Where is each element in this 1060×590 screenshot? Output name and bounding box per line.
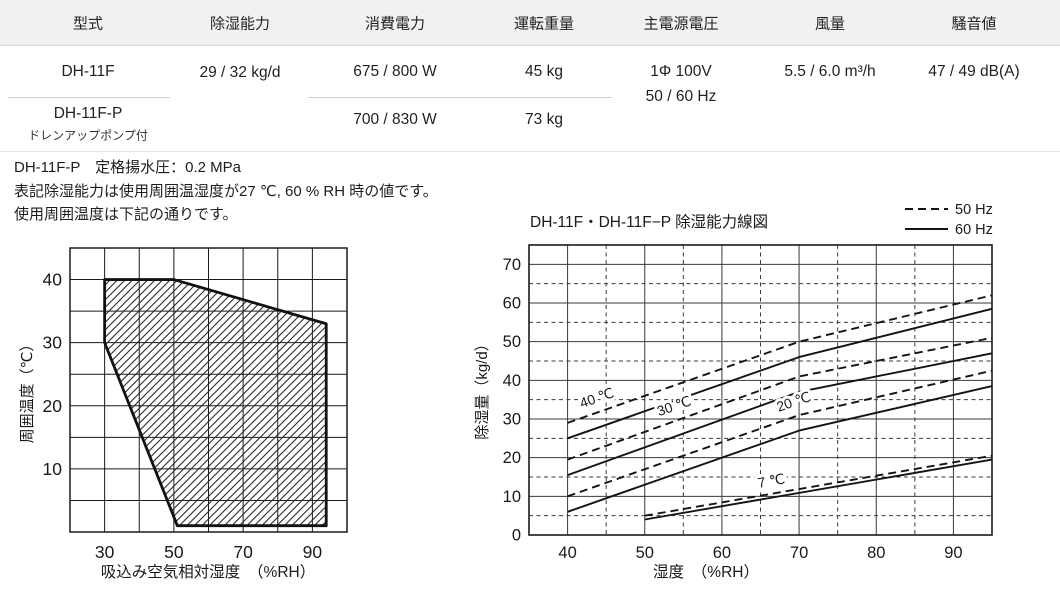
note-operating-range: 使用周囲温度は下記の通りです。: [14, 206, 238, 223]
header-voltage: 主電源電圧: [643, 15, 719, 33]
operating-range-polygon: [103, 278, 328, 528]
x-axis-label: 吸込み空気相対湿度 （%RH）: [101, 563, 315, 581]
y-tick: 10: [503, 488, 521, 506]
row-divider-values: [308, 97, 612, 98]
header-noise: 騒音値: [951, 15, 997, 33]
legend-label-50hz: 50 Hz: [955, 202, 993, 218]
cell-weight-1: 45 kg: [525, 63, 563, 80]
y-axis-label: 除湿量（kg/d）: [474, 336, 491, 439]
y-tick: 0: [512, 527, 521, 545]
capacity-line-chart: 40 ℃ 30 ℃ 20 ℃7 ℃40 50 60 70 80 900102030405060…: [474, 202, 993, 581]
note-pump-pressure: DH-11F-P 定格揚水圧：0.2 MPa: [14, 159, 241, 176]
series-20℃ 60Hz: [567, 385, 993, 513]
table-bottom-divider: [0, 151, 1060, 152]
y-tick: 20: [503, 449, 521, 467]
cell-voltage-l2: 50 / 60 Hz: [645, 88, 717, 105]
cell-model-1: DH-11F: [61, 63, 115, 80]
curve-label: 30 ℃: [655, 392, 693, 419]
x-tick: 50: [164, 542, 184, 562]
x-tick: 50: [636, 544, 654, 562]
y-tick: 30: [43, 333, 63, 353]
y-tick: 50: [503, 333, 521, 351]
table-header-row: [0, 0, 1060, 45]
x-tick: 40: [558, 544, 576, 562]
x-axis-label: 湿度 （%RH）: [653, 563, 759, 581]
header-capacity: 除湿能力: [209, 15, 271, 33]
y-tick: 20: [43, 396, 63, 416]
cell-power-2: 700 / 830 W: [353, 111, 437, 128]
cell-model-2: DH-11F-P: [53, 105, 123, 122]
x-tick: 70: [790, 544, 808, 562]
plot-border: [69, 247, 348, 533]
header-model: 型式: [72, 15, 104, 33]
x-tick: 80: [867, 544, 885, 562]
curve-label: 7 ℃: [756, 470, 786, 491]
series-30℃ 60Hz: [567, 352, 993, 476]
x-tick: 60: [713, 544, 731, 562]
header-weight: 運転重量: [513, 15, 575, 33]
note-rating-condition: 表記除湿能力は使用周囲温湿度が27 ℃, 60 % RH 時の値です。: [14, 182, 438, 200]
notes-block: DH-11F-P 定格揚水圧：0.2 MPa 表記除湿能力は使用周囲温湿度が27…: [14, 156, 438, 227]
cell-airflow: 5.5 / 6.0 m³/h: [784, 63, 876, 80]
cell-weight-2: 73 kg: [525, 111, 563, 128]
chart-title: DH-11F・DH-11F−P 除湿能力線図: [530, 213, 768, 231]
cell-power-1: 675 / 800 W: [353, 63, 437, 80]
header-airflow: 風量: [814, 15, 846, 33]
cell-voltage-l1: 1Φ 100V: [650, 63, 712, 80]
y-tick: 40: [503, 372, 521, 390]
plot-border: [528, 244, 993, 536]
cell-capacity: 29 / 32 kg/d: [199, 64, 281, 81]
series-20℃ 50Hz: [567, 369, 993, 498]
series-40℃ 60Hz: [567, 307, 993, 440]
curve-label: 20 ℃: [774, 388, 812, 415]
row-divider-model: [8, 97, 170, 98]
operating-range-chart: 30 50 70 90 10 20 30 40 吸込み空気相対湿度 （%RH） 周囲温度（℃）: [19, 247, 348, 581]
x-tick: 30: [95, 542, 115, 562]
series-7℃ 50Hz: [644, 454, 993, 517]
y-tick: 40: [43, 270, 63, 290]
series-40℃ 50Hz: [567, 294, 993, 424]
legend-label-60hz: 60 Hz: [955, 222, 993, 238]
x-tick: 70: [233, 542, 253, 562]
y-tick: 10: [43, 459, 63, 479]
series-30℃ 50Hz: [567, 336, 993, 461]
series-7℃ 60Hz: [644, 458, 993, 521]
header-divider: [0, 45, 1060, 46]
cell-noise: 47 / 49 dB(A): [928, 63, 1020, 80]
y-tick: 70: [503, 256, 521, 274]
y-tick: 60: [503, 295, 521, 313]
y-axis-label: 周囲温度（℃）: [19, 337, 36, 444]
x-tick: 90: [303, 542, 323, 562]
cell-model-2-sub: ドレンアップポンプ付: [28, 128, 148, 143]
header-power: 消費電力: [364, 15, 426, 33]
y-tick: 30: [503, 411, 521, 429]
x-tick: 90: [944, 544, 962, 562]
